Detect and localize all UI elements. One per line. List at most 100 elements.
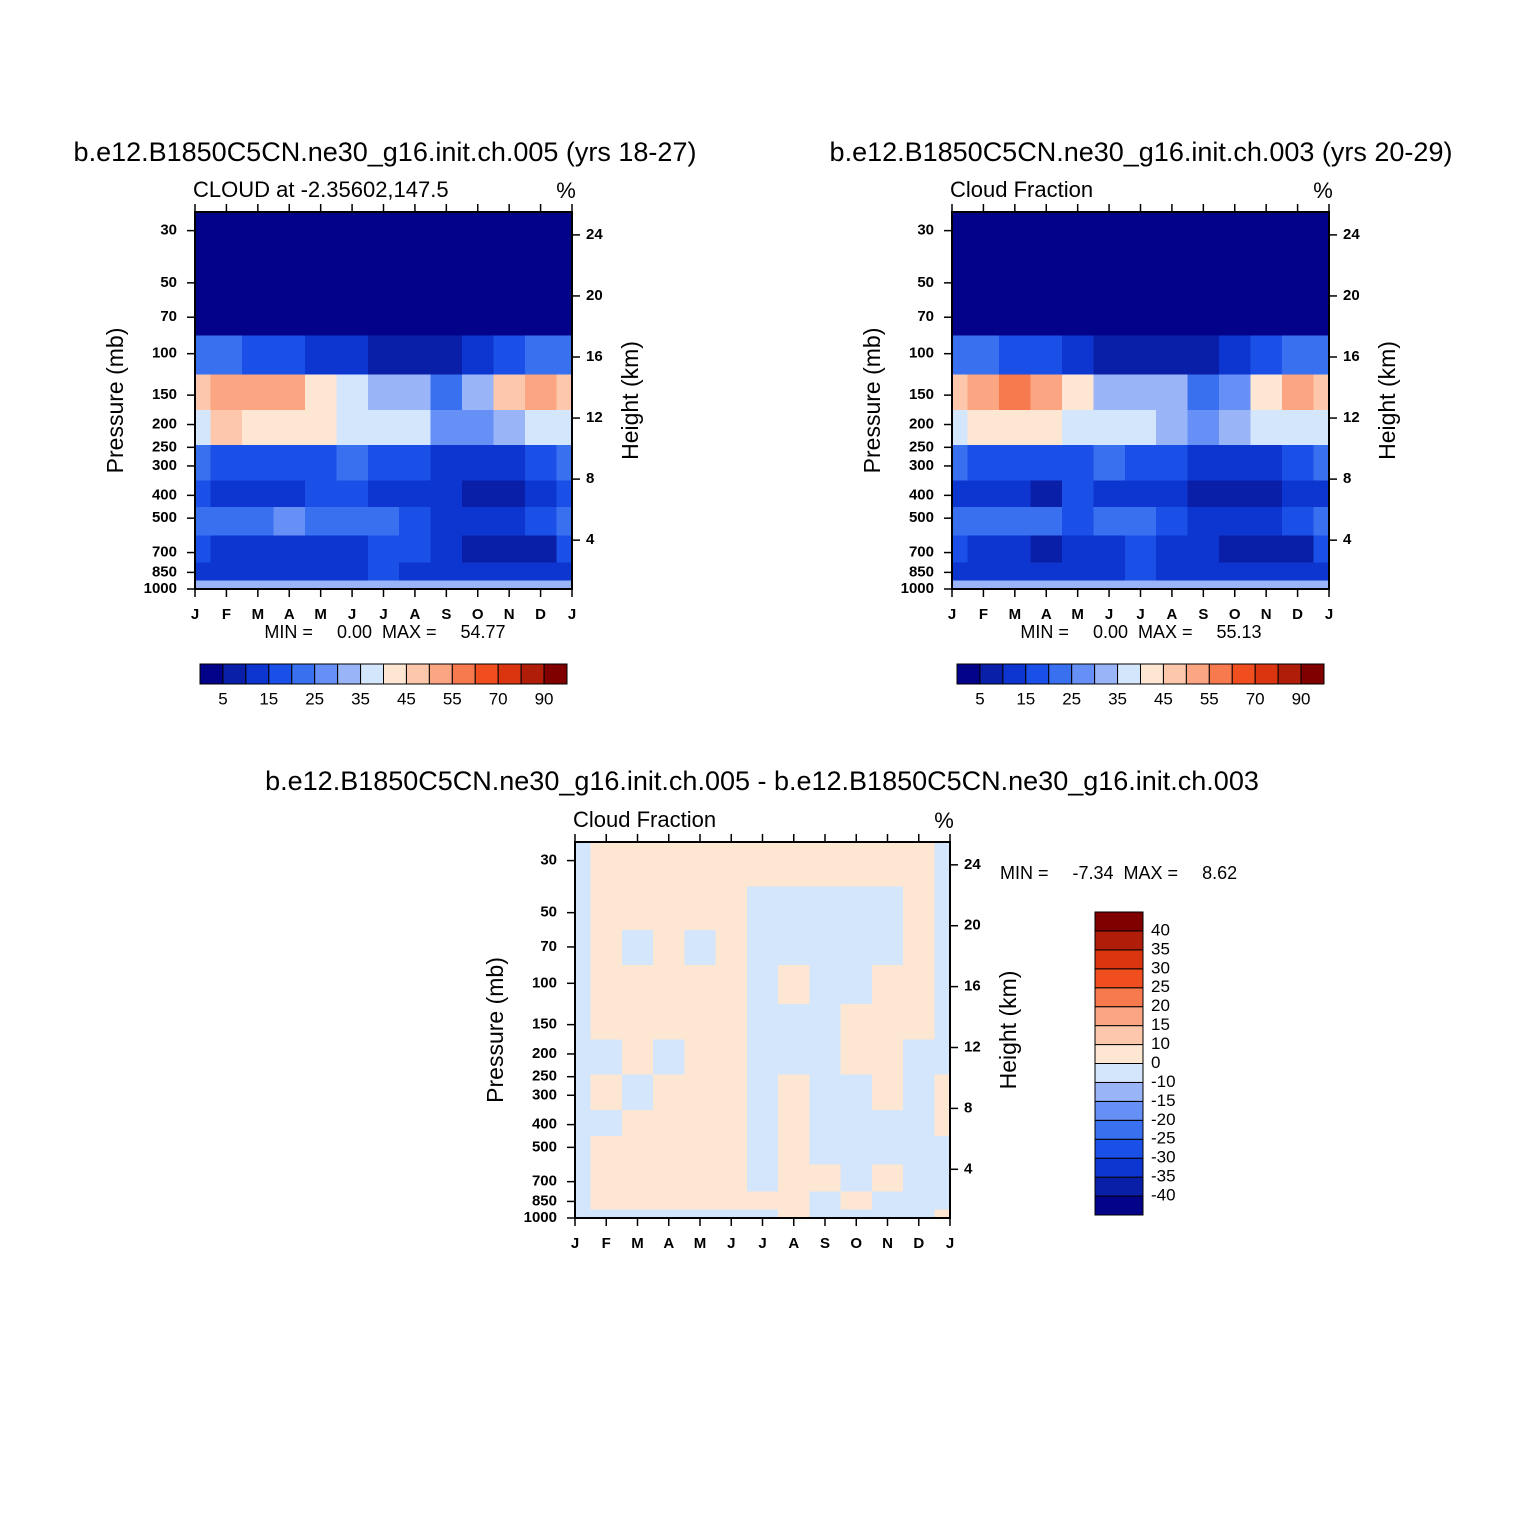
chart-title: b.e12.B1850C5CN.ne30_g16.init.ch.005 - b…	[265, 766, 1259, 796]
contour-cell	[575, 1039, 592, 1076]
contour-cell	[462, 212, 495, 258]
contour-cell	[809, 1209, 842, 1219]
contour-cell	[336, 445, 369, 482]
contour-cell	[934, 1209, 951, 1219]
contour-cell	[590, 886, 623, 931]
contour-cell	[1281, 300, 1314, 337]
contour-cell	[684, 929, 717, 966]
contour-cell	[524, 562, 557, 582]
x-tick-label: M	[694, 1235, 707, 1252]
contour-cell	[242, 562, 275, 582]
contour-cell	[684, 965, 717, 1005]
contour-cell	[967, 535, 1000, 564]
chart-title: b.e12.B1850C5CN.ne30_g16.init.ch.005 (yr…	[74, 137, 697, 167]
contour-cell	[493, 335, 526, 375]
contour-cell	[653, 1109, 685, 1137]
contour-cell	[462, 480, 495, 508]
colorbar-box	[1094, 1063, 1144, 1083]
contour-cell	[493, 212, 526, 258]
contour-cell	[367, 212, 400, 258]
stat-label: MAX =	[1124, 863, 1179, 883]
x-tick-label: N	[882, 1235, 893, 1252]
contour-cell	[590, 1039, 623, 1076]
y2-tick-label: 20	[586, 287, 603, 304]
contour-cell	[210, 212, 243, 258]
contour-cell	[367, 335, 400, 375]
x-tick-label: A	[409, 606, 420, 623]
contour-cell	[1187, 335, 1220, 375]
contour-cell	[462, 535, 495, 564]
contour-cell	[778, 886, 810, 931]
contour-cell	[210, 480, 243, 508]
contour-cell	[903, 1039, 935, 1076]
contour-cell	[336, 374, 369, 411]
y2-tick-label: 24	[1343, 226, 1360, 243]
y-tick-label: 400	[152, 486, 177, 503]
contour-cell	[967, 212, 1000, 258]
contour-cell	[1313, 335, 1330, 375]
contour-cell	[1030, 256, 1063, 301]
stat-value: 54.77	[461, 622, 506, 642]
colorbar-label: -40	[1151, 1186, 1176, 1205]
contour-cell	[967, 562, 1000, 582]
contour-cell	[462, 374, 495, 411]
contour-cell	[1124, 335, 1157, 375]
contour-cell	[952, 374, 969, 411]
contour-cell	[1093, 335, 1126, 375]
contour-cell	[399, 335, 432, 375]
contour-cell	[1061, 480, 1094, 508]
contour-cell	[399, 374, 432, 411]
contour-cell	[1250, 335, 1283, 375]
contour-cell	[1030, 535, 1063, 564]
contour-cell	[653, 1164, 685, 1193]
contour-cell	[1156, 212, 1189, 258]
contour-cell	[590, 929, 623, 966]
contour-cell	[1313, 580, 1330, 590]
x-tick-label: N	[1261, 606, 1272, 623]
contour-cell	[210, 300, 243, 337]
subtitle: Cloud Fraction	[573, 807, 716, 832]
contour-cell	[304, 445, 337, 482]
colorbar-label: 70	[1246, 689, 1265, 708]
contour-cell	[462, 256, 495, 301]
contour-cell	[1250, 445, 1283, 482]
colorbar-box	[979, 663, 1004, 685]
colorbar-box	[1094, 1081, 1144, 1102]
contour-cell	[778, 1135, 810, 1166]
contour-cell	[952, 580, 969, 590]
contour-cell	[1219, 374, 1252, 411]
contour-cell	[840, 1191, 873, 1211]
contour-cell	[399, 409, 432, 446]
x-tick-label: J	[727, 1235, 735, 1252]
stat-label: MAX =	[382, 622, 437, 642]
contour-cell	[1187, 445, 1220, 482]
x-tick-label: J	[1105, 606, 1113, 623]
colorbar-label: 15	[259, 689, 278, 708]
contour-cell	[524, 212, 557, 258]
colorbar-label: 5	[218, 689, 227, 708]
contour-cell	[871, 1003, 904, 1040]
contour-cell	[1313, 256, 1330, 301]
colorbar-label: 20	[1151, 996, 1170, 1015]
contour-cell	[590, 1164, 623, 1193]
contour-cell	[840, 1039, 873, 1076]
contour-cell	[871, 1209, 904, 1219]
contour-cell	[621, 1039, 654, 1076]
contour-cell	[336, 300, 369, 337]
y2-tick-label: 4	[964, 1160, 973, 1177]
contour-cell	[778, 1074, 810, 1111]
contour-cell	[1250, 212, 1283, 258]
contour-cell	[967, 256, 1000, 301]
contour-cell	[1313, 506, 1330, 536]
contour-cell	[934, 1164, 951, 1193]
colorbar-label: 90	[535, 689, 554, 708]
contour-cell	[336, 409, 369, 446]
contour-cell	[999, 506, 1032, 536]
colorbar-label: 5	[975, 689, 984, 708]
contour-cell	[715, 1039, 748, 1076]
contour-cell	[575, 1191, 592, 1211]
contour-cell	[1187, 562, 1220, 582]
contour-cell	[1187, 580, 1220, 590]
contour-cell	[1061, 300, 1094, 337]
contour-cell	[809, 1191, 842, 1211]
